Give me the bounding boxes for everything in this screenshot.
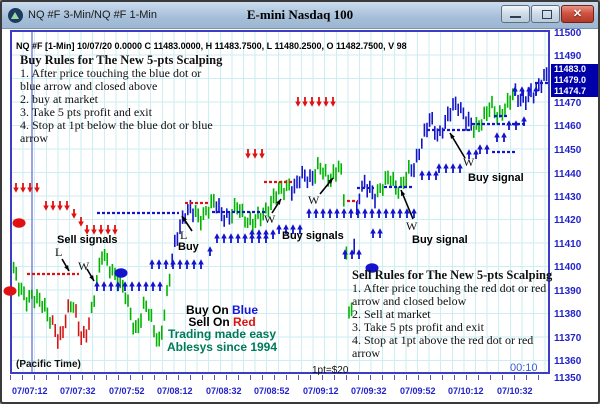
timezone-label: (Pacific Time) (16, 359, 81, 370)
window-controls: ✕ (501, 5, 594, 23)
time-axis-label: 07/09:12 (303, 386, 339, 396)
chart-annotation: Buy (178, 241, 199, 253)
app-logo-icon[interactable] (8, 7, 23, 23)
promo-accent: Blue (232, 303, 259, 317)
price-axis-label: 11390 (554, 286, 582, 297)
current-price-badge: 11479.0 (551, 75, 598, 86)
maximize-icon (542, 10, 552, 19)
window-titlebar: NQ #F 3-Min/NQ #F 1-Min E-mini Nasdaq 10… (2, 2, 598, 29)
promo-text: Sell On (188, 315, 233, 330)
minimize-icon (510, 16, 521, 18)
chart-annotation: L (55, 245, 63, 259)
promo-line: Buy On Blue (142, 304, 302, 316)
sell-rules-title: Sell Rules for The New 5-pts Scalping (352, 268, 553, 282)
price-axis-label: 11350 (554, 373, 582, 384)
price-axis-label: 11460 (554, 121, 582, 132)
price-axis-label: 11400 (554, 262, 582, 273)
current-price-badge: 11483.0 (551, 64, 598, 75)
price-axis-label: 11450 (554, 145, 582, 156)
chart-annotation: W (264, 212, 276, 226)
window-title: NQ #F 3-Min/NQ #F 1-Min (28, 9, 157, 21)
price-axis-label: 11440 (554, 169, 582, 180)
sell-rules-body: 1. After price touching the red dot or r… (352, 281, 547, 360)
quote-line: NQ #F [1-Min] 10/07/20 0.0000 C 11483.00… (16, 41, 407, 51)
close-button[interactable]: ✕ (561, 5, 594, 23)
bar-countdown: 00:10 (510, 362, 538, 374)
chart-annotation: L (180, 228, 188, 242)
close-icon: ✕ (572, 8, 583, 20)
session-divider-line (31, 32, 33, 372)
chart-heading: E-mini Nasdaq 100 (246, 7, 354, 22)
time-axis-ticks (10, 375, 550, 380)
buy-rules-title: Buy Rules for The New 5-pts Scalping (20, 53, 223, 67)
price-axis-label: 11410 (554, 239, 582, 250)
price-axis-label: 11360 (554, 356, 582, 367)
buy-rules-block: Buy Rules for The New 5-pts Scalping 1. … (20, 54, 230, 145)
time-axis-label: 07/10:12 (448, 386, 484, 396)
time-axis-label: 07/07:52 (109, 386, 145, 396)
chart-annotation: Buy signal (412, 234, 468, 246)
chart-annotation: Buy signal (468, 172, 524, 184)
chart-annotation: W (308, 193, 320, 207)
time-axis-label: 07/09:32 (351, 386, 387, 396)
promo-line: Sell On Red (142, 316, 302, 328)
time-axis-label: 07/08:52 (254, 386, 290, 396)
time-axis-label: 07/08:12 (157, 386, 193, 396)
time-axis-label: 07/08:32 (206, 386, 242, 396)
price-axis-label: 11490 (554, 51, 582, 62)
promo-text: Ablesys since 1994 (166, 339, 278, 354)
price-axis-label: 11380 (554, 309, 582, 320)
sell-rules-block: Sell Rules for The New 5-pts Scalping 1.… (352, 269, 562, 360)
promo-line: Trading made easy (142, 328, 302, 340)
promo-block: Buy On Blue Sell On Red Trading made easy A… (142, 304, 302, 353)
time-axis-label: 07/09:52 (400, 386, 436, 396)
time-axis-label: 07/07:32 (60, 386, 96, 396)
promo-line: Ablesys since 1994 (142, 341, 302, 353)
point-value-label: 1pt=$20 (312, 365, 349, 376)
chart-annotation: Buy signals (282, 230, 344, 242)
minimize-button[interactable] (501, 5, 530, 23)
maximize-button[interactable] (531, 5, 560, 23)
promo-text: Buy On (185, 303, 232, 317)
price-axis-label: 11500 (554, 28, 582, 39)
promo-text: Trading made easy (167, 327, 277, 342)
chart-annotation: W (463, 155, 475, 169)
chart-annotation: W (78, 259, 90, 273)
price-axis-label: 11420 (554, 215, 582, 226)
price-axis-label: 11430 (554, 192, 582, 203)
time-axis-label: 07/10:32 (497, 386, 533, 396)
price-axis-label: 11470 (554, 98, 582, 109)
buy-rules-body: 1. After price touching the blue dot or … (20, 66, 213, 145)
price-axis-label: 11370 (554, 333, 582, 344)
current-price-badge: 11474.7 (551, 86, 598, 97)
promo-accent: Red (233, 315, 256, 330)
chart-annotation: Sell signals (57, 234, 118, 246)
time-axis-label: 07/07:12 (12, 386, 48, 396)
chart-annotation: W (406, 219, 418, 233)
